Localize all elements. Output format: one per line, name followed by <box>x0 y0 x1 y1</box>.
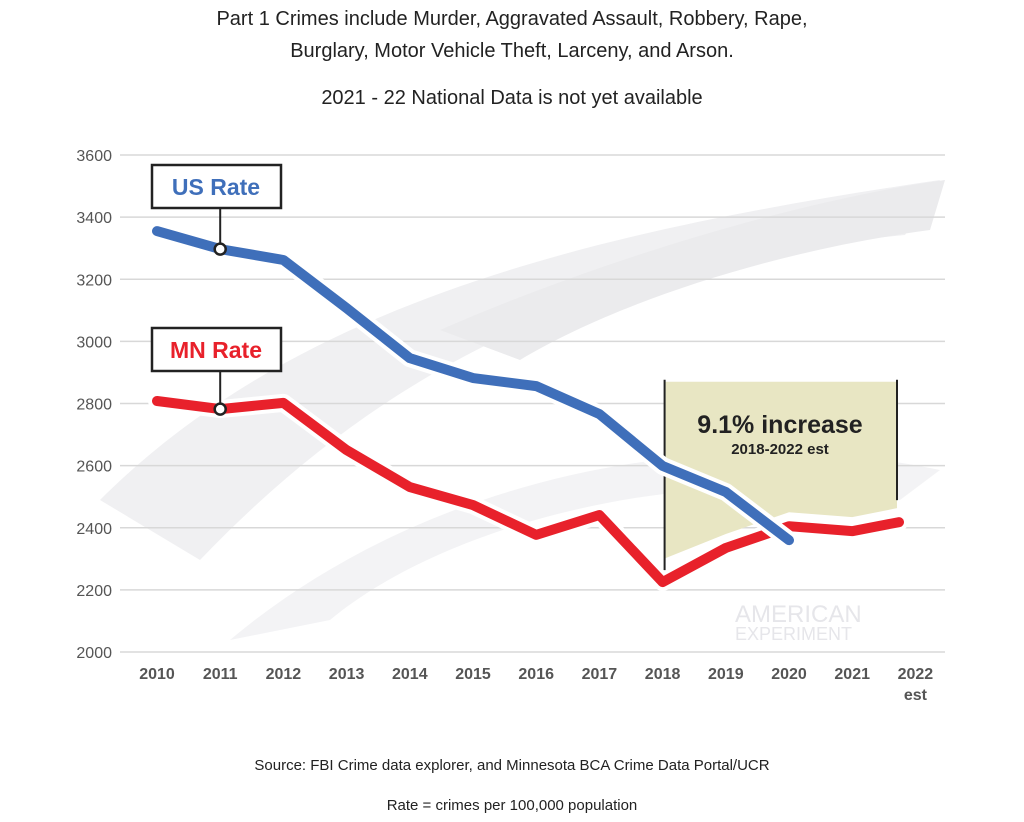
watermark-text: EXPERIMENT <box>735 624 852 644</box>
x-tick-label: 2019 <box>708 666 744 683</box>
y-tick-label: 3400 <box>76 210 112 227</box>
legend-box <box>150 163 283 210</box>
x-tick-label: 2017 <box>582 666 618 683</box>
annotation-region <box>665 381 897 559</box>
watermark-swoosh <box>440 180 945 360</box>
header-line-1: Part 1 Crimes include Murder, Aggravated… <box>216 8 808 30</box>
header-line-3: 2021 - 22 National Data is not yet avail… <box>321 87 703 109</box>
legend-marker <box>213 242 227 256</box>
y-tick-label: 2800 <box>76 397 112 414</box>
rate-note: Rate = crimes per 100,000 population <box>386 797 638 814</box>
y-tick-label: 2200 <box>76 583 112 600</box>
y-tick-label: 2400 <box>76 521 112 538</box>
x-tick-label: 2012 <box>266 666 302 683</box>
x-tick-label: 2021 <box>834 666 870 683</box>
x-tick-label: 2022 <box>898 666 934 683</box>
y-tick-label: 3200 <box>76 272 112 289</box>
x-tick-sublabel: est <box>904 687 928 704</box>
annotation-subtitle: 2018-2022 est <box>731 441 829 458</box>
watermark-text: AMERICAN <box>735 601 862 628</box>
legend-box <box>150 326 283 373</box>
y-tick-label: 2000 <box>76 645 112 662</box>
x-tick-label: 2014 <box>392 666 428 683</box>
y-tick-label: 2600 <box>76 459 112 476</box>
x-tick-label: 2010 <box>139 666 175 683</box>
x-tick-label: 2016 <box>518 666 554 683</box>
annotation-title: 9.1% increase <box>697 411 862 439</box>
legend-label: MN Rate <box>170 337 262 363</box>
y-tick-label: 3600 <box>76 148 112 165</box>
x-tick-label: 2011 <box>203 666 238 683</box>
x-tick-label: 2015 <box>455 666 491 683</box>
x-tick-label: 2020 <box>771 666 807 683</box>
y-tick-label: 3000 <box>76 334 112 351</box>
source-note: Source: FBI Crime data explorer, and Min… <box>254 757 770 774</box>
legend-marker <box>213 402 227 416</box>
x-tick-label: 2018 <box>645 666 681 683</box>
x-tick-label: 2013 <box>329 666 365 683</box>
header-line-2: Burglary, Motor Vehicle Theft, Larceny, … <box>290 40 734 62</box>
legend-label: US Rate <box>172 174 260 200</box>
